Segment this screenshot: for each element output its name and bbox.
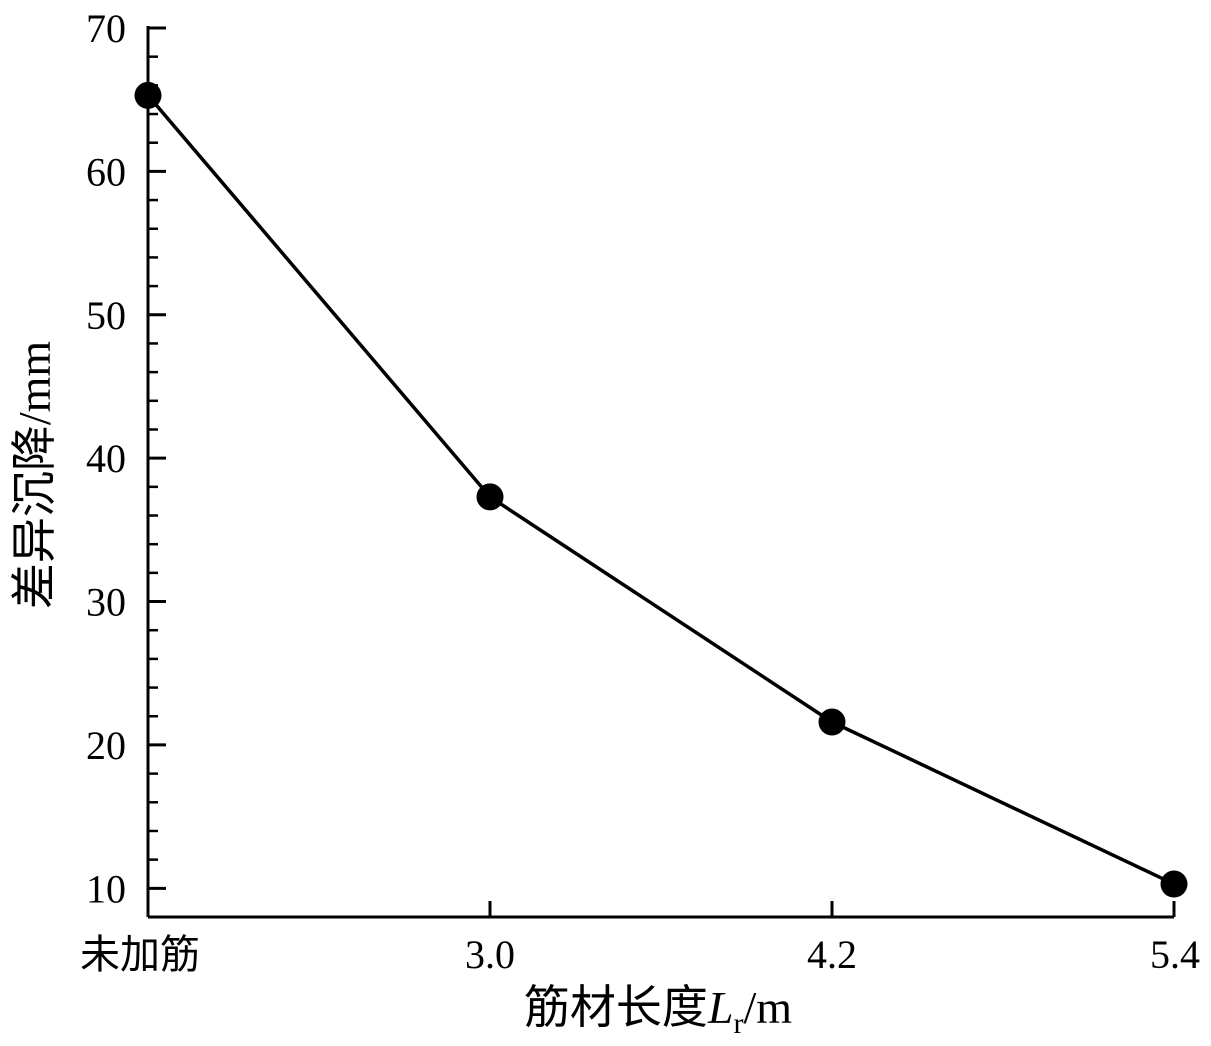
data-point [476,483,504,511]
x-tick-label: 未加筋 [80,932,200,977]
y-axis-title: 差异沉降/mm [9,341,60,610]
x-tick-label: 5.4 [1150,932,1200,977]
series-line [146,94,1175,886]
data-point [1160,870,1188,898]
y-tick-label: 10 [86,866,126,911]
x-tick-label: 3.0 [465,932,515,977]
x-tick-label: 4.2 [807,932,857,977]
x-axis-title-unit: /m [744,982,793,1033]
y-tick-label: 70 [86,6,126,51]
y-tick-label: 50 [86,293,126,338]
plot-area: 10 20 30 40 50 60 70 未加筋 3.0 4.2 5.4 [80,6,1200,977]
y-tick-label: 20 [86,723,126,768]
data-point [134,81,162,109]
x-axis-title-subscript: r [734,1007,744,1040]
y-tick-label: 60 [86,149,126,194]
x-axis-title-variable: L [707,982,734,1033]
x-axis-title: 筋材长度Lr/m [524,982,792,1040]
x-axis-title-prefix: 筋材长度 [524,982,708,1033]
data-point [818,708,846,736]
y-tick-label: 40 [86,436,126,481]
y-tick-label: 30 [86,580,126,625]
